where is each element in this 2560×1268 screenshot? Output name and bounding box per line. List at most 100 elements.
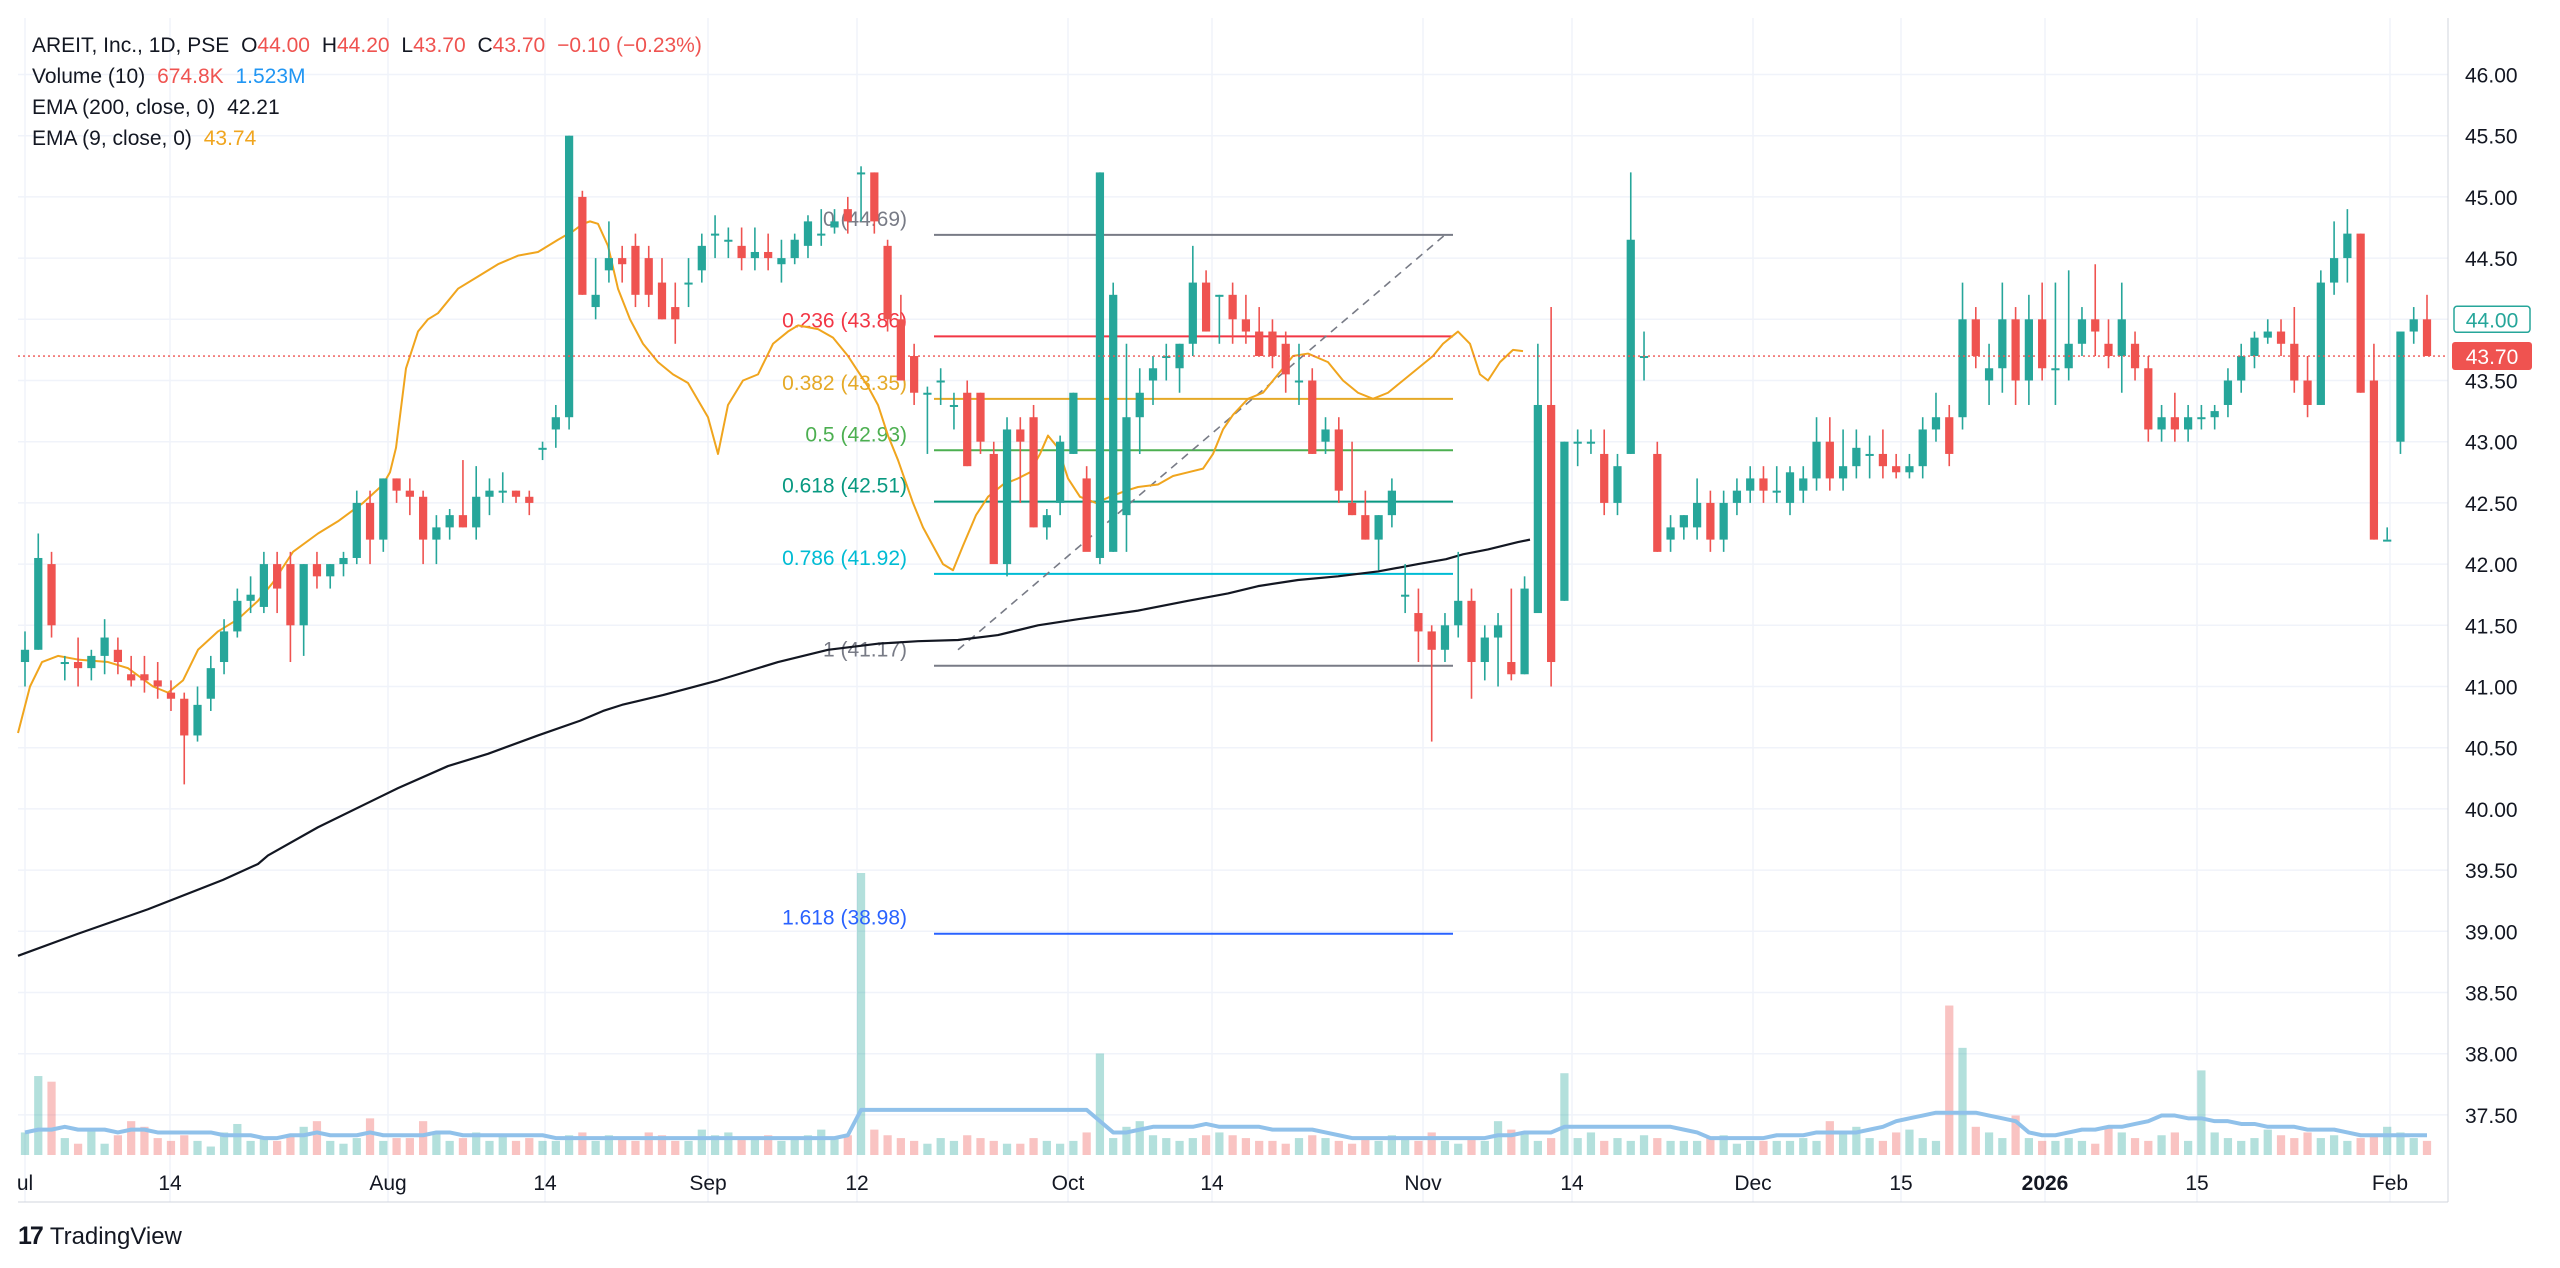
- candle-body: [1666, 527, 1675, 540]
- volume-bar: [2369, 1135, 2379, 1155]
- volume-bar: [2290, 1138, 2299, 1155]
- ema9-row[interactable]: EMA (9, close, 0) 43.74: [32, 123, 708, 154]
- volume-bar: [1719, 1135, 1728, 1155]
- candle-body: [631, 245, 640, 295]
- volume-bar: [1281, 1143, 1290, 1155]
- price-tick-label: 44.50: [2465, 248, 2518, 271]
- volume-bar: [949, 1140, 959, 1155]
- volume-bar: [1467, 1138, 1476, 1155]
- volume-row[interactable]: Volume (10) 674.8K 1.523M: [32, 61, 708, 92]
- volume-bar: [1228, 1135, 1237, 1155]
- candle-body: [1135, 392, 1144, 418]
- candle-body: [1838, 466, 1848, 479]
- axes[interactable]: 46.00 45.50 45.00 44.50 44.00 43.50 43.00 42.50…: [17, 18, 2518, 1203]
- candle-body: [2011, 319, 2020, 381]
- candle-body: [883, 245, 892, 320]
- grid-lines: [18, 18, 2448, 1202]
- candle-body: [1732, 490, 1742, 503]
- volume-bar: [1069, 1140, 1078, 1155]
- volume-bar: [1586, 1132, 1596, 1155]
- candle-body: [1454, 600, 1463, 626]
- ema9-value: 43.74: [203, 127, 257, 150]
- volume-bar: [2117, 1132, 2126, 1155]
- volume-bar: [511, 1140, 521, 1155]
- volume-bar: [910, 1140, 919, 1155]
- volume-bar: [1865, 1138, 1874, 1155]
- current-price-tag: [2452, 342, 2532, 371]
- change-value: −0.10 (−0.23%): [557, 34, 702, 57]
- trend-line[interactable]: [957, 234, 1446, 651]
- candle-body: [392, 478, 401, 491]
- candle-body: [1971, 319, 1980, 357]
- volume-bar: [1175, 1140, 1184, 1155]
- candle-body: [1520, 588, 1529, 675]
- symbol-row[interactable]: AREIT, Inc., 1D, PSE O44.00 H44.20 L43.7…: [32, 30, 708, 61]
- candle-body: [1785, 472, 1795, 503]
- candle-body: [1825, 441, 1834, 479]
- candle-body: [1931, 417, 1941, 430]
- volume-bar: [1666, 1140, 1675, 1155]
- symbol-title[interactable]: AREIT, Inc., 1D, PSE: [32, 34, 230, 57]
- candle-body: [525, 496, 534, 503]
- ema9-label: EMA (9, close, 0): [32, 127, 192, 150]
- volume-bar: [2024, 1138, 2033, 1155]
- volume-bar: [100, 1143, 109, 1155]
- volume-bar: [166, 1140, 176, 1155]
- candle-body: [206, 668, 215, 699]
- candle-body: [1958, 319, 1967, 418]
- volume-bar: [843, 1135, 852, 1155]
- candle-body: [299, 564, 308, 626]
- chart-legend: AREIT, Inc., 1D, PSE O44.00 H44.20 L43.7…: [32, 30, 708, 154]
- price-tags: 44.00 43.70: [18, 305, 2532, 371]
- volume-bar: [2383, 1126, 2392, 1155]
- candle-body: [2396, 331, 2405, 442]
- volume-bar: [379, 1140, 388, 1155]
- volume-bar: [405, 1138, 414, 1155]
- ema200-row[interactable]: EMA (200, close, 0) 42.21: [32, 92, 708, 123]
- volume-bar: [206, 1146, 215, 1155]
- volume-bar: [2011, 1115, 2020, 1155]
- candle-body: [1573, 441, 1582, 444]
- candle-body: [910, 356, 919, 393]
- candle-body: [1586, 441, 1596, 444]
- volume-bar: [472, 1132, 481, 1155]
- volume-bar: [618, 1138, 627, 1155]
- candle-body: [113, 649, 123, 663]
- volume-bar: [604, 1135, 614, 1155]
- volume-bar: [180, 1135, 189, 1155]
- candle-body: [1308, 380, 1317, 454]
- candle-body: [1268, 331, 1277, 357]
- candle-body: [445, 515, 454, 528]
- candle-body: [419, 496, 428, 540]
- candle-body: [286, 564, 295, 626]
- volume-bar: [193, 1140, 202, 1155]
- volume-bar: [20, 1132, 30, 1155]
- volume-bar: [697, 1129, 706, 1155]
- candle-body: [2091, 319, 2100, 332]
- candle-body: [1401, 594, 1410, 597]
- volume-bar: [2170, 1132, 2179, 1155]
- volume-bar: [326, 1140, 335, 1155]
- candle-body: [2237, 356, 2246, 381]
- volume-bar: [525, 1138, 534, 1155]
- volume-bar: [2422, 1140, 2432, 1155]
- candle-body: [219, 631, 229, 663]
- time-tick-label: Feb: [2372, 1172, 2408, 1195]
- candle-body: [856, 172, 866, 175]
- candle-body: [2316, 282, 2325, 405]
- candle-body: [1998, 319, 2007, 369]
- volume-bar: [34, 1076, 43, 1155]
- tradingview-logo[interactable]: 17 TradingView: [18, 1222, 182, 1251]
- candle-body: [578, 196, 587, 295]
- volume-bar: [936, 1138, 945, 1155]
- candle-body: [1865, 453, 1874, 456]
- candle-body: [1228, 294, 1237, 320]
- volume-bar: [1613, 1138, 1622, 1155]
- volume-bar: [1493, 1121, 1503, 1155]
- candle-body: [1533, 404, 1542, 614]
- candle-body: [1467, 600, 1476, 663]
- volume-bar: [259, 1138, 268, 1155]
- candle-body: [312, 564, 322, 577]
- volume-bar: [1056, 1143, 1065, 1155]
